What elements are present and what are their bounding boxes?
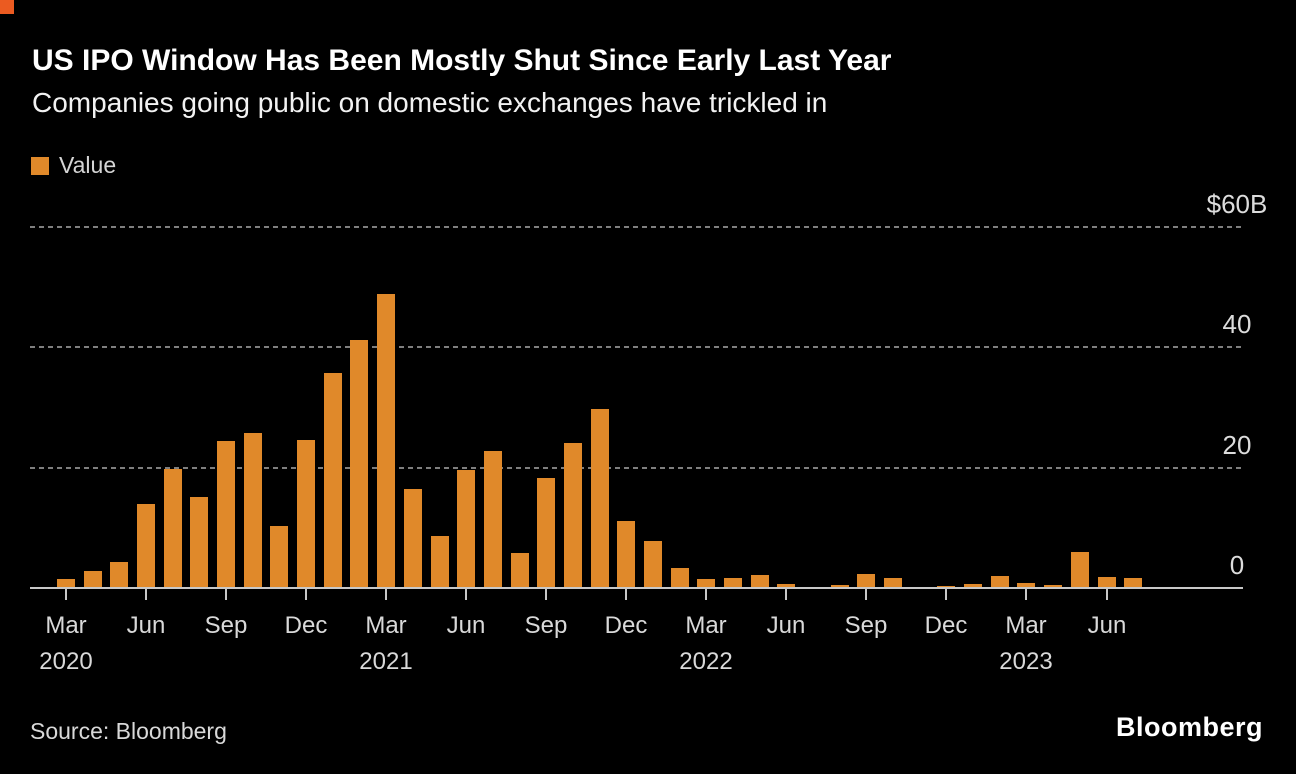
- x-axis-tick-mar2023: [1025, 589, 1027, 600]
- bar-sep-2022: [857, 574, 875, 588]
- bar-nov-2020: [270, 526, 288, 588]
- bar-oct-2022: [884, 578, 902, 588]
- bar-dec-2020: [297, 440, 315, 588]
- x-axis-tick-jun: [465, 589, 467, 600]
- bloomberg-brand-square-icon: [0, 0, 14, 14]
- x-axis-tick-mar2021: [385, 589, 387, 600]
- gridline-40: [30, 346, 1243, 349]
- x-axis-tick-jun: [785, 589, 787, 600]
- bar-apr-2022: [724, 578, 742, 588]
- bar-feb-2022: [671, 568, 689, 588]
- bar-may-2022: [751, 575, 769, 588]
- x-axis-tick-sep: [225, 589, 227, 600]
- x-axis-label-year: 2023: [999, 648, 1053, 675]
- x-axis-label-month: Sep: [844, 612, 888, 639]
- x-axis-label-year: 2022: [679, 648, 733, 675]
- bar-aug-2022: [831, 585, 849, 588]
- x-axis-label-month: Mar: [1005, 612, 1047, 639]
- page-subtitle: Companies going public on domestic excha…: [32, 87, 828, 118]
- bar-jun-2023: [1098, 577, 1116, 588]
- x-axis-label-month: Sep: [524, 612, 568, 639]
- bar-aug-2020: [190, 497, 208, 588]
- bar-jul-2021: [484, 451, 502, 588]
- x-axis-label-month: Jun: [126, 612, 166, 639]
- x-axis-tick-mar2022: [705, 589, 707, 600]
- bar-nov-2021: [591, 409, 609, 588]
- bar-aug-2021: [511, 553, 529, 588]
- y-axis-label-0: 0: [1229, 550, 1245, 580]
- bar-jan-2021: [324, 373, 342, 588]
- chart-legend: Value: [31, 152, 116, 179]
- bar-mar-2020: [57, 579, 75, 588]
- x-axis-label-month: Mar: [45, 612, 87, 639]
- bloomberg-logo: Bloomberg: [1115, 712, 1263, 742]
- x-axis-label-month: Mar: [685, 612, 727, 639]
- x-axis-label-month: Dec: [604, 612, 648, 639]
- bar-mar-2022: [697, 579, 715, 588]
- x-axis-line: [30, 587, 1243, 589]
- x-axis-tick-mar2020: [65, 589, 67, 600]
- bar-sep-2021: [537, 478, 555, 588]
- bar-may-2021: [431, 536, 449, 588]
- bar-apr-2023: [1044, 585, 1062, 588]
- bar-jan-2023: [964, 584, 982, 588]
- legend-swatch-icon: [31, 156, 49, 175]
- bar-mar-2023: [1017, 583, 1035, 588]
- x-axis-label-month: Mar: [365, 612, 407, 639]
- bar-sep-2020: [217, 441, 235, 588]
- x-axis-tick-sep: [545, 589, 547, 600]
- x-axis-tick-dec: [945, 589, 947, 600]
- y-axis-label-60: $60B: [1206, 189, 1268, 220]
- bar-dec-2021: [617, 521, 635, 588]
- bar-may-2023: [1071, 552, 1089, 588]
- page-title: US IPO Window Has Been Mostly Shut Since…: [32, 44, 892, 77]
- x-axis-label-month: Jun: [446, 612, 486, 639]
- y-axis-label-20: 20: [1222, 429, 1252, 460]
- x-axis-label-month: Jun: [766, 612, 806, 639]
- bar-oct-2020: [244, 433, 262, 588]
- x-axis-tick-jun: [145, 589, 147, 600]
- x-axis-label-year: 2021: [359, 648, 413, 675]
- bar-apr-2020: [84, 571, 102, 588]
- x-axis-tick-dec: [625, 589, 627, 600]
- bar-jul-2023: [1124, 578, 1142, 588]
- x-axis-tick-dec: [305, 589, 307, 600]
- bar-jul-2020: [164, 469, 182, 588]
- bar-apr-2021: [404, 489, 422, 588]
- bar-jun-2021: [457, 470, 475, 588]
- bar-feb-2023: [991, 576, 1009, 588]
- bar-may-2020: [110, 562, 128, 588]
- source-credit: Source: Bloomberg: [30, 718, 227, 744]
- legend-label: Value: [59, 152, 117, 178]
- gridline-20: [30, 466, 1243, 469]
- x-axis-label-month: Dec: [284, 612, 328, 639]
- x-axis-label-month: Dec: [924, 612, 968, 639]
- x-axis-label-month: Sep: [204, 612, 248, 639]
- y-axis-label-40: 40: [1222, 309, 1252, 340]
- x-axis-tick-jun: [1106, 589, 1108, 600]
- x-axis-label-year: 2020: [39, 648, 93, 675]
- bar-jan-2022: [644, 541, 662, 588]
- bar-oct-2021: [564, 443, 582, 588]
- x-axis-label-month: Jun: [1087, 612, 1127, 639]
- bar-feb-2021: [350, 340, 368, 588]
- bar-jun-2022: [777, 584, 795, 588]
- gridline-60: [30, 226, 1243, 229]
- bar-jun-2020: [137, 504, 155, 588]
- x-axis-tick-sep: [865, 589, 867, 600]
- bar-mar-2021: [377, 294, 395, 588]
